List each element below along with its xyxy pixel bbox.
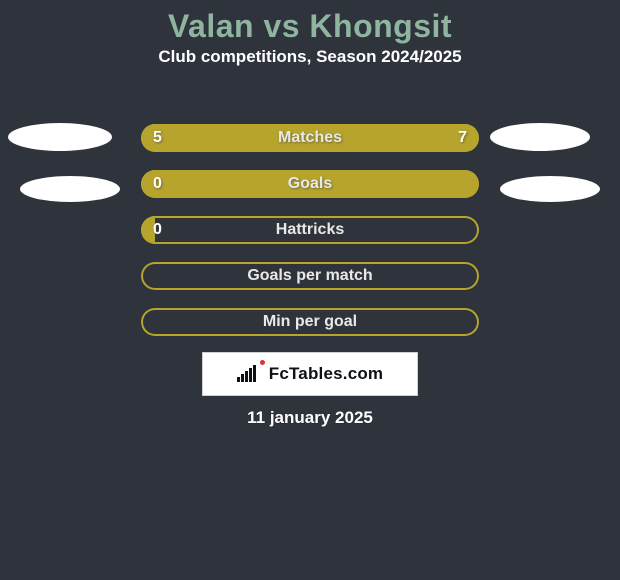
stat-row: Hattricks 0	[140, 215, 480, 245]
title: Valan vs Khongsit	[0, 0, 620, 45]
left-photo-ellipse	[8, 123, 112, 151]
player-right-name: Khongsit	[309, 8, 452, 44]
stat-row: Min per goal	[140, 307, 480, 337]
brand-text: FcTables.com	[269, 364, 384, 384]
stat-value-left: 5	[153, 129, 162, 147]
brand-bars-icon	[237, 366, 256, 382]
stat-label: Matches	[278, 129, 342, 147]
stat-label: Hattricks	[276, 221, 344, 239]
comparison-infographic: Valan vs Khongsit Club competitions, Sea…	[0, 0, 620, 580]
vs-separator: vs	[263, 8, 300, 44]
brand-dot-icon	[260, 360, 265, 365]
right-photo-ellipse	[490, 123, 590, 151]
right-photo-ellipse	[500, 176, 600, 202]
stat-row: Goals 0	[140, 169, 480, 199]
subtitle: Club competitions, Season 2024/2025	[0, 47, 620, 67]
stat-label: Min per goal	[263, 313, 357, 331]
stat-label: Goals	[288, 175, 332, 193]
left-photo-ellipse	[20, 176, 120, 202]
stat-label: Goals per match	[247, 267, 372, 285]
brand-box: FcTables.com	[202, 352, 418, 396]
stat-row: Goals per match	[140, 261, 480, 291]
stat-row: Matches 5 7	[140, 123, 480, 153]
stat-rows: Matches 5 7 Goals 0 Hattricks 0 Goals per match…	[140, 123, 480, 353]
player-left-name: Valan	[168, 8, 254, 44]
stat-value-right: 7	[458, 129, 467, 147]
date-text: 11 january 2025	[247, 408, 373, 428]
stat-value-left: 0	[153, 221, 162, 239]
stat-value-left: 0	[153, 175, 162, 193]
